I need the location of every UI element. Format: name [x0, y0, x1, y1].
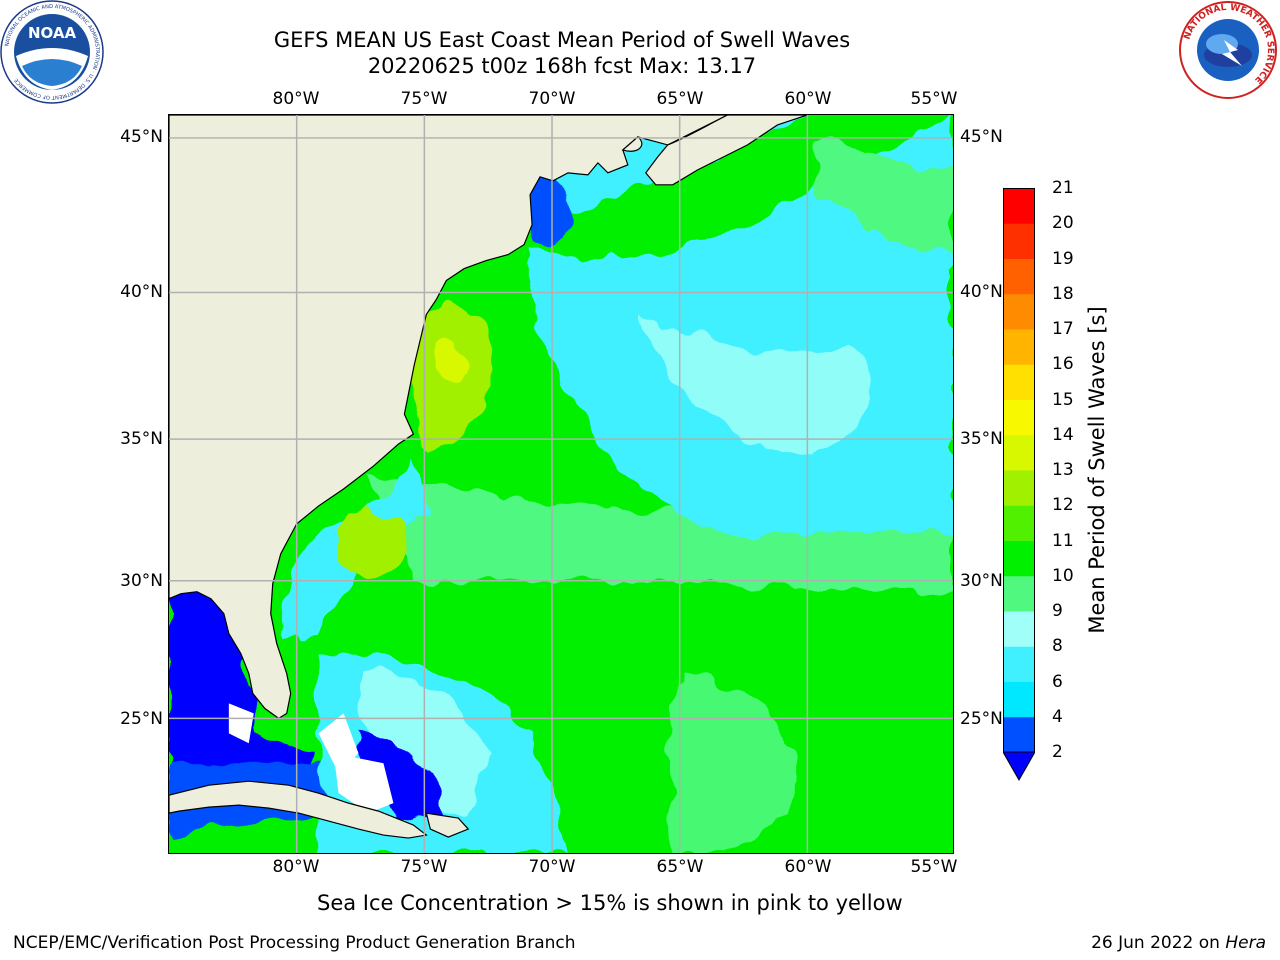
sea-ice-note: Sea Ice Concentration > 15% is shown in …	[317, 891, 903, 915]
colorbar-segment	[1003, 399, 1035, 436]
colorbar-segment	[1003, 293, 1035, 330]
credit-text: NCEP/EMC/Verification Post Processing Pr…	[13, 933, 576, 953]
date-text: 26 Jun 2022 on	[1091, 933, 1226, 953]
lat-label-right: 45°N	[960, 127, 1003, 147]
colorbar-segment	[1003, 329, 1035, 365]
map-title: GEFS MEAN US East Coast Mean Period of S…	[273, 28, 851, 52]
colorbar	[1003, 188, 1035, 782]
colorbar-tick-label: 21	[1052, 178, 1074, 198]
colorbar-segment	[1003, 364, 1035, 400]
colorbar-tick-label: 16	[1052, 354, 1074, 375]
map-subtitle: 20220625 t00z 168h fcst Max: 13.17	[367, 54, 757, 78]
colorbar-tick-label: 9	[1052, 601, 1063, 621]
colorbar-tick-label: 18	[1052, 283, 1074, 304]
colorbar-segment	[1003, 716, 1035, 753]
lat-label-right: 35°N	[960, 429, 1003, 449]
colorbar-segment	[1003, 258, 1035, 295]
machine-name: Hera	[1225, 933, 1266, 953]
colorbar-tick-label: 10	[1052, 565, 1074, 586]
colorbar-tick-label: 17	[1052, 319, 1074, 339]
lon-label-top: 75°W	[400, 89, 448, 109]
land-cuba	[169, 780, 428, 839]
lat-label-left: 40°N	[120, 282, 163, 302]
lon-label-bottom: 75°W	[400, 857, 448, 877]
lat-label-left: 45°N	[120, 127, 163, 147]
colorbar-tick-label: 12	[1052, 495, 1074, 516]
noaa-logo: NOAA NATIONAL OCEANIC AND ATMOSPHERIC AD…	[0, 0, 104, 104]
lon-label-bottom: 60°W	[784, 857, 832, 877]
lon-label-bottom: 55°W	[910, 857, 958, 877]
lat-label-right: 30°N	[960, 571, 1003, 591]
colorbar-tick-label: 14	[1052, 424, 1074, 445]
lon-label-top: 55°W	[910, 89, 958, 109]
colorbar-tick-label: 11	[1052, 530, 1074, 551]
colorbar-segment	[1003, 223, 1035, 259]
colorbar-tick-label: 19	[1052, 248, 1074, 269]
lon-label-bottom: 70°W	[528, 857, 576, 877]
lon-label-bottom: 80°W	[272, 857, 320, 877]
lat-label-right: 25°N	[960, 709, 1003, 729]
colorbar-segment	[1003, 575, 1035, 612]
lon-label-top: 80°W	[272, 89, 320, 109]
colorbar-segment	[1003, 188, 1035, 224]
colorbar-label: Mean Period of Swell Waves [s]	[1085, 306, 1109, 634]
lat-label-left: 30°N	[120, 571, 163, 591]
lon-label-top: 60°W	[784, 89, 832, 109]
colorbar-tick-label: 15	[1052, 389, 1074, 410]
lon-label-bottom: 65°W	[656, 857, 704, 877]
colorbar-segment	[1003, 540, 1035, 577]
colorbar-frame	[1003, 188, 1035, 753]
colorbar-tick-label: 8	[1052, 636, 1063, 657]
colorbar-segment	[1003, 470, 1035, 506]
colorbar-tick-label: 4	[1052, 706, 1063, 727]
colorbar-tick-label: 13	[1052, 460, 1074, 480]
lon-label-top: 70°W	[528, 89, 576, 109]
colorbar-tick-label: 2	[1052, 742, 1063, 762]
lat-label-left: 35°N	[120, 429, 163, 449]
land-hispaniola	[425, 812, 470, 838]
swell-period-map	[168, 114, 954, 854]
lon-label-top: 65°W	[656, 89, 704, 109]
masked-shallow	[228, 703, 394, 814]
colorbar-segment	[1003, 505, 1035, 541]
colorbar-segment	[1003, 681, 1035, 718]
lat-label-right: 40°N	[960, 282, 1003, 302]
colorbar-tick-label: 20	[1052, 213, 1074, 234]
colorbar-segment	[1003, 434, 1035, 471]
colorbar-under-arrow	[1003, 751, 1035, 782]
colorbar-segment	[1003, 646, 1035, 682]
graticule	[169, 115, 953, 853]
noaa-logo-text: NOAA	[28, 24, 77, 42]
generation-date: 26 Jun 2022 on Hera	[1091, 933, 1266, 953]
lat-label-left: 25°N	[120, 709, 163, 729]
colorbar-segment	[1003, 611, 1035, 647]
nws-logo: NATIONAL WEATHER SERVICE	[1179, 1, 1277, 99]
colorbar-tick-label: 6	[1052, 671, 1063, 692]
